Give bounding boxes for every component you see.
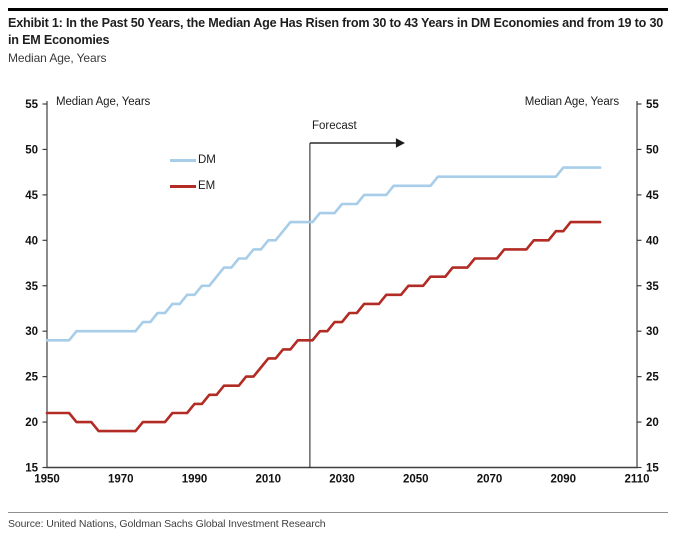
legend-label-em: EM xyxy=(198,180,216,192)
y-tick-label-left: 20 xyxy=(25,417,38,429)
x-tick-label: 2110 xyxy=(625,474,650,486)
y-tick-label-left: 40 xyxy=(25,235,38,247)
x-tick-label: 2030 xyxy=(329,474,355,486)
x-tick-label: 1990 xyxy=(182,474,208,486)
y-tick-label-left: 35 xyxy=(25,281,38,293)
legend-label-dm: DM xyxy=(198,154,216,166)
right-axis-title: Median Age, Years xyxy=(524,96,619,108)
em-line-swatch xyxy=(170,184,196,188)
axes xyxy=(46,101,638,469)
x-axis-ticks: 1950 1970 1990 2010 2030 2050 2070 2090 2110 xyxy=(34,474,649,486)
y-tick-label-left: 15 xyxy=(25,463,38,475)
legend-item-dm: DM xyxy=(170,152,216,168)
footer-rule xyxy=(8,512,668,513)
left-axis-title: Median Age, Years xyxy=(56,96,151,108)
x-tick-label: 1950 xyxy=(34,474,60,486)
exhibit-subtitle: Median Age, Years xyxy=(8,51,107,65)
y-tick-label-right: 25 xyxy=(646,372,659,384)
exhibit-title: Exhibit 1: In the Past 50 Years, the Med… xyxy=(8,16,664,47)
forecast-annotation-label: Forecast xyxy=(312,120,357,132)
y-tick-label-right: 30 xyxy=(646,326,659,338)
forecast-arrowhead xyxy=(395,138,405,148)
y-tick-label-left: 50 xyxy=(25,144,38,156)
y-tick-label-left: 55 xyxy=(25,99,38,111)
y-tick-label-right: 45 xyxy=(646,190,659,202)
y-tick-label-right: 55 xyxy=(646,99,659,111)
y-tick-label-left: 30 xyxy=(25,326,38,338)
chart-legend: DM EM xyxy=(170,152,216,204)
dm-series-line xyxy=(45,166,602,342)
y-tick-label-right: 20 xyxy=(646,417,659,429)
top-rule xyxy=(8,8,668,11)
y-tick-label-right: 40 xyxy=(646,235,659,247)
y-tick-label-right: 50 xyxy=(646,144,659,156)
y-tick-label-left: 25 xyxy=(25,372,38,384)
x-tick-label: 2070 xyxy=(477,474,503,486)
y-tick-label-right: 35 xyxy=(646,281,659,293)
em-series-line xyxy=(45,220,602,433)
x-tick-label: 2050 xyxy=(403,474,429,486)
forecast-divider xyxy=(309,138,405,468)
source-text: Source: United Nations, Goldman Sachs Gl… xyxy=(8,518,326,530)
y-axis-ticks: 15 15 20 20 25 25 30 30 35 35 40 40 45 45 50 50 55 55 xyxy=(25,99,659,475)
x-tick-label: 2090 xyxy=(550,474,576,486)
y-tick-label-left: 45 xyxy=(25,190,38,202)
x-tick-label: 1970 xyxy=(108,474,134,486)
x-tick-label: 2010 xyxy=(255,474,281,486)
y-tick-label-right: 15 xyxy=(646,463,659,475)
dm-line-swatch xyxy=(170,158,196,162)
legend-item-em: EM xyxy=(170,178,216,194)
